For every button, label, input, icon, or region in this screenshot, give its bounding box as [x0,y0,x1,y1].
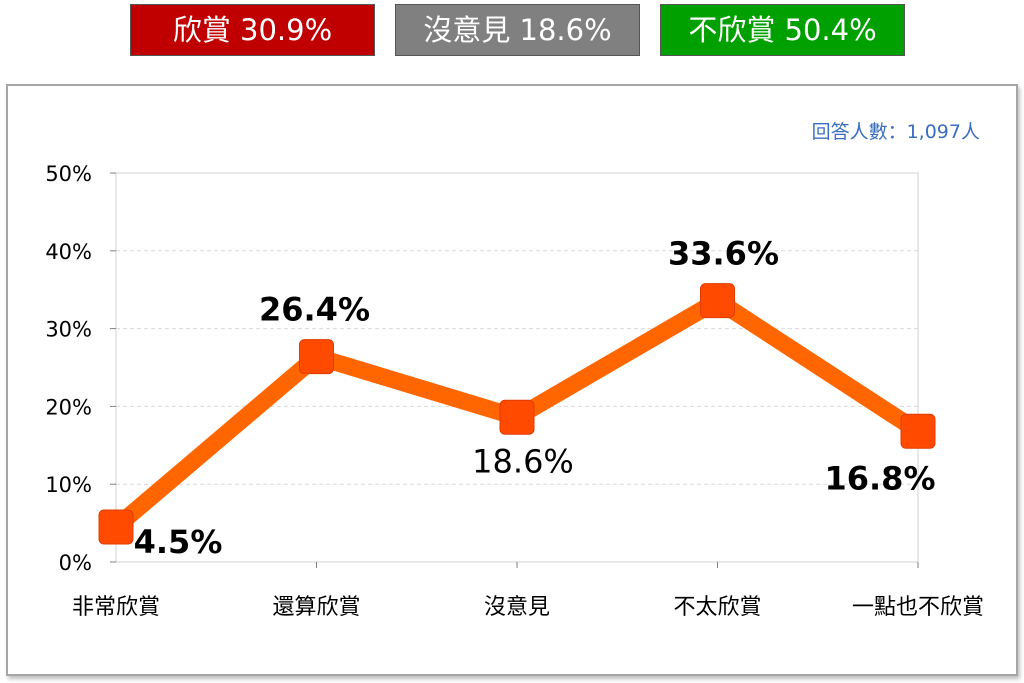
data-point-marker [499,399,535,435]
neutral-summary-badge: 沒意見 18.6% [395,4,640,56]
y-tick-label: 0% [59,551,92,575]
x-tick-label: 還算欣賞 [272,595,360,620]
x-tick-label: 不太欣賞 [673,595,761,620]
disapprove-summary-badge: 不欣賞 50.4% [660,4,905,56]
x-tick-label: 一點也不欣賞 [852,595,984,620]
plot-area [115,172,919,563]
data-label: 26.4% [259,291,370,329]
data-label: 4.5% [134,523,223,561]
respondent-count: 回答人數：1,097人 [811,121,980,143]
x-tick-label: 沒意見 [484,595,550,620]
data-point-marker [900,413,936,449]
y-tick-label: 20% [45,395,92,419]
data-point-marker [299,339,334,375]
data-label: 18.6% [472,442,574,480]
y-tick-label: 10% [45,473,92,497]
y-tick-label: 30% [45,318,92,342]
data-point-marker [700,283,735,319]
y-tick-label: 40% [45,240,92,264]
approve-summary-badge: 欣賞 30.9% [130,4,375,56]
x-tick-label: 非常欣賞 [72,595,160,620]
y-tick-label: 50% [45,162,92,186]
data-label: 33.6% [668,235,779,273]
data-label: 16.8% [824,459,935,497]
data-point-marker [98,509,134,545]
